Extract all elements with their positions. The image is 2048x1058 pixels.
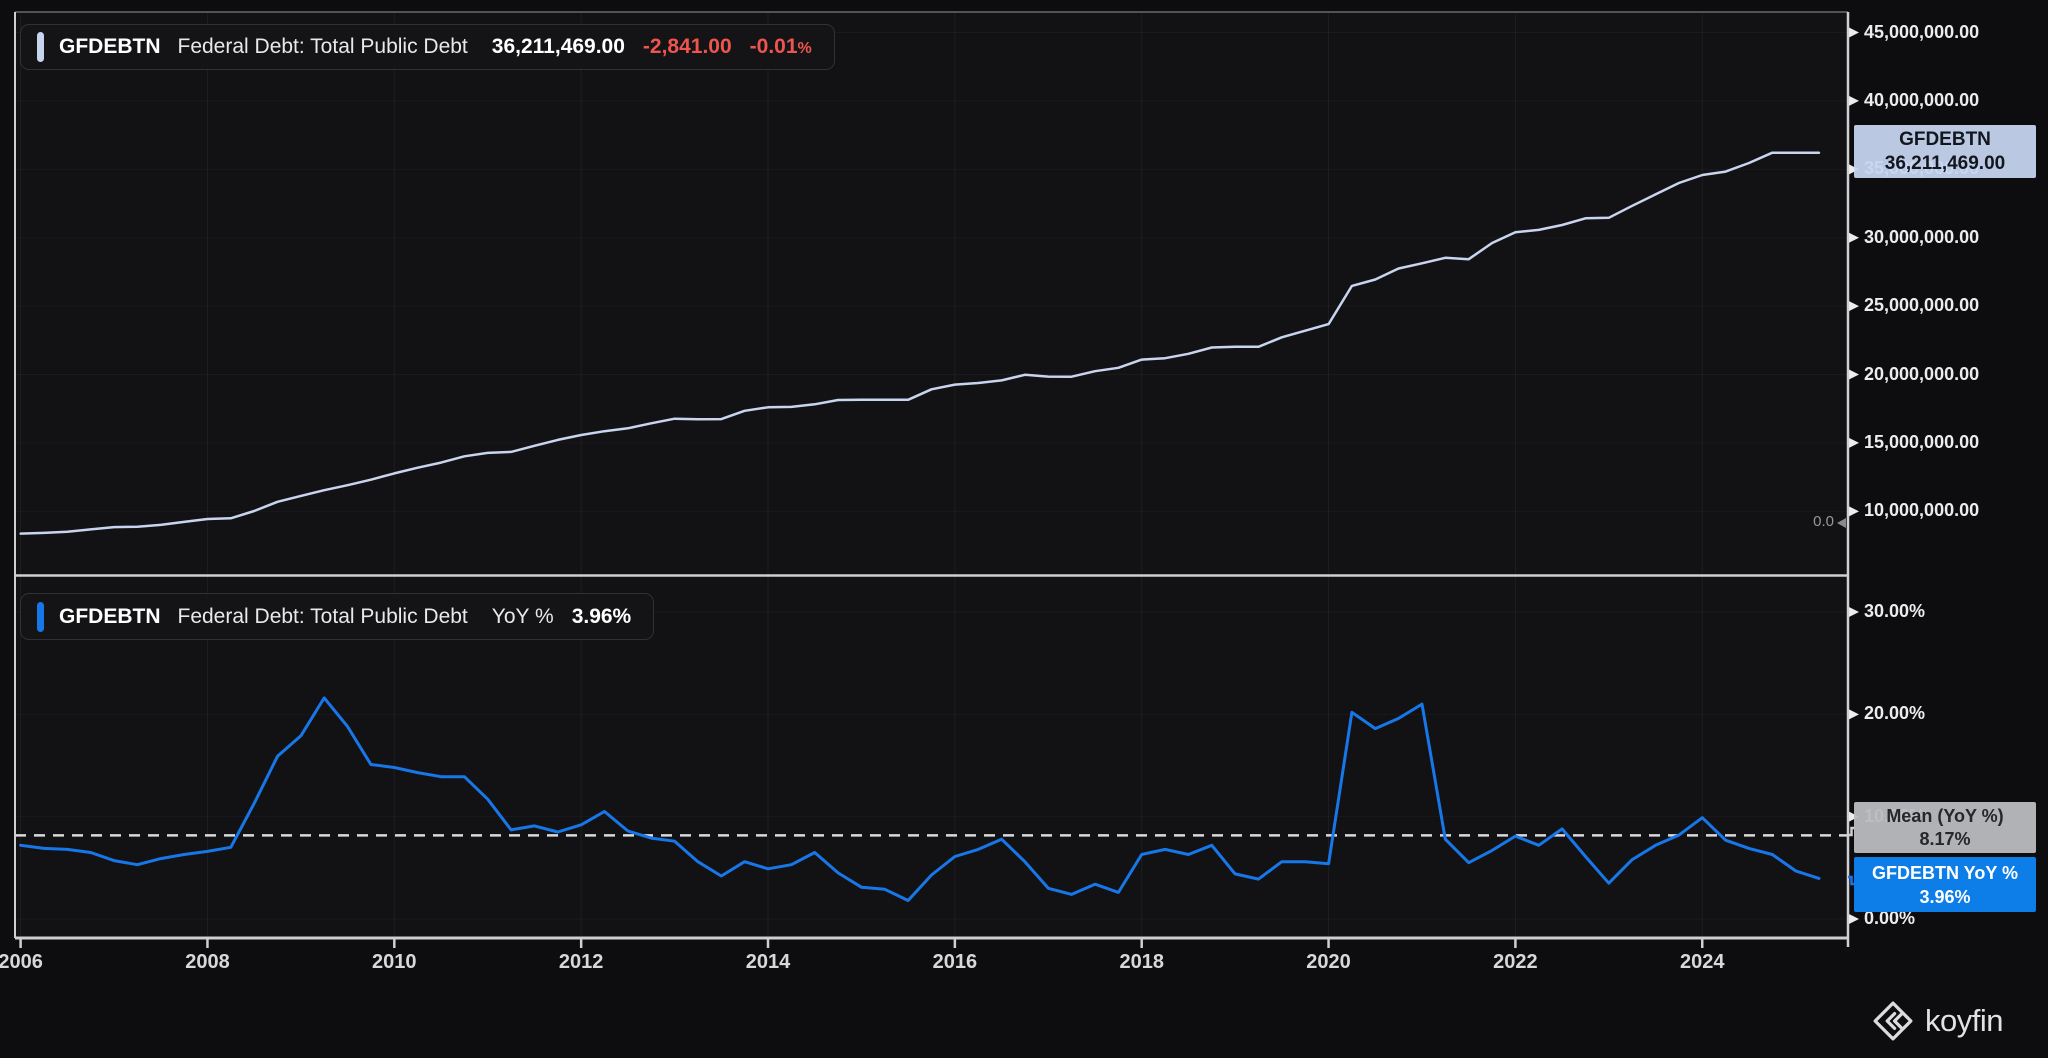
y-axis-tick-arrow: [1849, 369, 1859, 380]
yoy-value-badge[interactable]: GFDEBTN YoY % 3.96%: [1854, 857, 2036, 912]
yoy-badge-connector: [1848, 875, 1855, 886]
mean-value-badge[interactable]: Mean (YoY %) 8.17%: [1854, 802, 2036, 853]
last-value-badge[interactable]: GFDEBTN 36,211,469.00: [1854, 125, 2036, 178]
y-axis-tick-arrow: [1849, 709, 1859, 720]
legend-change-percent: -0.01%: [749, 35, 812, 58]
legend-series-name: Federal Debt: Total Public Debt: [177, 604, 468, 628]
yoy-line[interactable]: [19, 696, 1821, 902]
debt-line[interactable]: [19, 151, 1821, 535]
y-axis-tick-arrow: [1849, 27, 1859, 38]
zero-marker-arrow: [1837, 518, 1846, 528]
badge-value: 3.96%: [1919, 886, 1971, 907]
y-axis-tick-arrow: [1849, 301, 1859, 312]
legend-last-value: 36,211,469.00: [491, 35, 625, 58]
badge-value: 36,211,469.00: [1884, 152, 2006, 174]
top-panel-legend[interactable]: GFDEBTN Federal Debt: Total Public Debt …: [20, 24, 835, 70]
y-axis-tick-arrow: [1849, 913, 1859, 924]
legend-last-value: 3.96%: [571, 604, 632, 628]
badge-label: GFDEBTN YoY %: [1871, 862, 2019, 883]
koyfin-logo[interactable]: koyfin: [1872, 1000, 2003, 1042]
legend-metric: YoY %: [491, 604, 554, 628]
y-axis-tick-arrow: [1849, 437, 1859, 448]
y-axis-tick-arrow: [1849, 232, 1859, 243]
legend-ticker: GFDEBTN: [59, 35, 161, 58]
plot-background: [15, 12, 1848, 938]
badge-ticker: GFDEBTN: [1899, 128, 1991, 150]
y-axis-tick-arrow: [1849, 506, 1859, 517]
mean-badge-connector: [1848, 826, 1855, 837]
legend-series-name: Federal Debt: Total Public Debt: [177, 35, 468, 58]
koyfin-wordmark: koyfin: [1925, 1003, 2003, 1038]
koyfin-diamond-icon: [1873, 1001, 1913, 1041]
series-color-bar: [37, 601, 44, 632]
y-axis-tick-arrow: [1849, 95, 1859, 106]
series-color-bar: [37, 32, 44, 62]
zero-marker-label: 0.0: [1813, 513, 1834, 530]
badge-value: 8.17%: [1919, 828, 1971, 849]
legend-change-value: -2,841.00: [642, 35, 732, 58]
badge-label: Mean (YoY %): [1886, 805, 2004, 826]
y-axis-tick-arrow: [1849, 606, 1859, 617]
percent-sign: %: [797, 40, 812, 57]
legend-ticker: GFDEBTN: [59, 604, 161, 628]
bottom-panel-legend[interactable]: GFDEBTN Federal Debt: Total Public Debt …: [20, 593, 655, 640]
